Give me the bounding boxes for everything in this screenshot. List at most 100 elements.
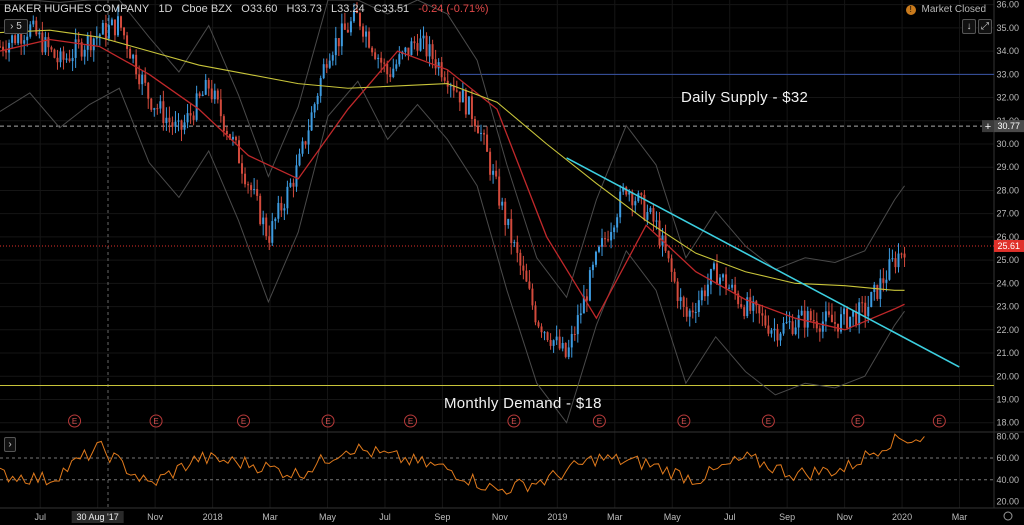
candle-body	[452, 85, 455, 91]
candle-body	[513, 242, 516, 244]
candle-body	[594, 251, 597, 265]
candle-body	[386, 63, 389, 75]
candle-body	[543, 332, 546, 334]
candle-body	[676, 281, 679, 301]
time-axis-label: Sep	[434, 512, 450, 522]
candle-body	[725, 274, 728, 289]
candle-body	[62, 51, 65, 60]
maximize-icon[interactable]: ⤢	[978, 19, 992, 34]
candle-body	[116, 16, 119, 36]
interval-label[interactable]: 1D	[158, 3, 173, 15]
candle-body	[761, 313, 764, 316]
candle-body	[59, 51, 62, 63]
candle-body	[407, 47, 410, 56]
candle-body	[519, 252, 522, 266]
candle-body	[2, 46, 5, 51]
candle-body	[634, 201, 637, 206]
candle-body	[141, 74, 144, 85]
earnings-event-label: E	[153, 417, 158, 426]
time-axis-label: May	[319, 512, 337, 522]
candle-body	[715, 263, 718, 285]
earnings-event-label: E	[408, 417, 413, 426]
rsi-axis-label: 60.00	[996, 453, 1019, 463]
price-axis-label: 29.00	[996, 162, 1019, 172]
candle-body	[301, 141, 304, 154]
candle-body	[534, 305, 537, 323]
lower-band-line	[0, 80, 905, 424]
indicator-collapse-button[interactable]: ›	[4, 437, 16, 452]
candle-body	[32, 20, 35, 25]
candle-body	[216, 90, 219, 100]
candle-body	[467, 96, 470, 115]
candle-body	[776, 328, 779, 341]
crosshair-date-label: 30 Aug '17	[77, 512, 119, 522]
candle-body	[561, 343, 564, 349]
candle-body	[579, 313, 582, 316]
candle-body	[74, 39, 77, 58]
earnings-event-label: E	[72, 417, 77, 426]
price-axis-label: 21.00	[996, 348, 1019, 358]
candle-body	[640, 193, 643, 195]
candle-body	[637, 193, 640, 202]
candle-body	[537, 322, 540, 327]
candle-body	[737, 293, 740, 305]
earnings-event-label: E	[766, 417, 771, 426]
candle-body	[425, 35, 428, 57]
ohlc-close: C33.51	[373, 3, 410, 15]
earnings-event-marker	[321, 414, 335, 428]
download-arrow-icon[interactable]: ↓	[962, 19, 976, 34]
candle-body	[791, 321, 794, 335]
candle-body	[295, 165, 298, 187]
supply-annotation[interactable]: Daily Supply - $32	[681, 89, 809, 106]
candle-body	[746, 297, 749, 317]
candle-body	[843, 308, 846, 315]
candle-body	[443, 77, 446, 81]
time-axis-label: Sep	[779, 512, 795, 522]
candle-body	[304, 141, 307, 145]
candle-body	[870, 291, 873, 307]
time-axis-label: Nov	[837, 512, 854, 522]
candle-body	[313, 104, 316, 113]
candle-body	[522, 265, 525, 271]
candle-body	[132, 54, 135, 59]
candle-body	[410, 41, 413, 56]
candle-body	[700, 290, 703, 301]
candle-body	[894, 258, 897, 268]
candle-body	[631, 192, 634, 206]
candle-body	[588, 270, 591, 301]
candle-body	[86, 35, 89, 50]
candle-body	[26, 36, 29, 41]
candle-body	[616, 217, 619, 228]
candle-body	[582, 296, 585, 314]
candle-body	[50, 47, 53, 50]
candle-body	[47, 37, 50, 48]
candle-body	[734, 284, 737, 294]
candle-body	[688, 310, 691, 317]
candle-body	[198, 93, 201, 96]
price-axis-label: 28.00	[996, 185, 1019, 195]
candle-body	[576, 315, 579, 335]
time-axis-label: May	[664, 512, 682, 522]
candle-body	[709, 269, 712, 285]
candle-body	[806, 311, 809, 328]
candle-body	[174, 121, 177, 127]
candle-body	[156, 108, 159, 110]
candle-body	[706, 284, 709, 297]
candle-body	[652, 208, 655, 222]
candle-body	[359, 13, 362, 27]
candle-body	[876, 284, 879, 299]
candle-body	[888, 259, 891, 280]
candle-body	[286, 186, 289, 209]
candle-body	[833, 322, 836, 324]
demand-annotation[interactable]: Monthly Demand - $18	[444, 395, 602, 412]
collapse-indicators-button[interactable]: › 5	[4, 19, 28, 34]
candle-body	[431, 44, 434, 60]
candle-body	[129, 48, 132, 59]
candle-body	[591, 264, 594, 271]
candle-body	[377, 57, 380, 59]
candle-body	[694, 312, 697, 314]
time-axis-label: Nov	[492, 512, 509, 522]
candle-body	[247, 184, 250, 186]
crosshair-price-value: 30.77	[997, 121, 1020, 131]
